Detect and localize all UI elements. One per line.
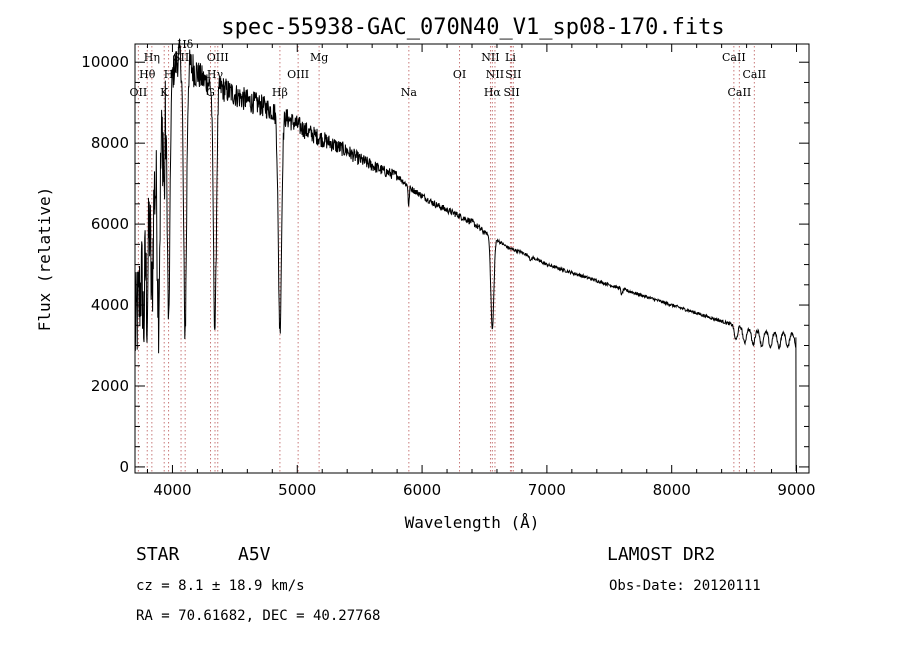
spectral-line-label: NII (481, 51, 499, 64)
spectral-line-label: CaII (742, 68, 766, 81)
x-tick-label: 4000 (153, 481, 191, 499)
spectral-line-label: CaII (728, 86, 752, 99)
y-axis-ticks: 0 2000 4000 6000 8000 10000 (81, 53, 809, 476)
plot-frame (134, 43, 810, 474)
y-axis-label: Flux (relative) (35, 187, 54, 332)
spectral-line-label: Hβ (272, 86, 288, 99)
x-axis-ticks: 4000 5000 6000 7000 8000 9000 (146, 44, 816, 499)
spectral-line-label: SII (505, 68, 521, 81)
x-tick-label: 8000 (653, 481, 691, 499)
y-tick-label: 4000 (91, 296, 129, 314)
spectral-line-label: SII (503, 86, 519, 99)
spectrum-trace (134, 38, 797, 472)
object-class: STAR (136, 544, 180, 565)
x-tick-label: 7000 (528, 481, 566, 499)
survey-name: LAMOST DR2 (607, 544, 715, 565)
spectral-line-labels: OIIHθHηKHSIIHδGHγOIIIHβOIIIMgNaOINIIHαNI… (130, 38, 767, 99)
y-tick-label: 10000 (81, 53, 129, 71)
spectral-line-label: CaII (722, 51, 746, 64)
chart-title: spec-55938-GAC_070N40_V1_sp08-170.fits (221, 15, 724, 40)
spectral-line-label: OIII (287, 68, 309, 81)
spectral-line-label: Na (401, 86, 418, 99)
spectral-line-markers (137, 46, 755, 473)
y-tick-label: 8000 (91, 134, 129, 152)
spectral-line-label: Hη (144, 51, 160, 64)
spectral-line-label: Hθ (139, 68, 156, 81)
y-tick-label: 0 (119, 458, 129, 476)
spectral-line-label: Mg (310, 51, 328, 64)
spectral-line-label: Li (505, 51, 516, 64)
y-tick-label: 2000 (91, 377, 129, 395)
x-tick-label: 6000 (403, 481, 441, 499)
spectral-line-label: K (160, 86, 169, 99)
sky-coordinates: RA = 70.61682, DEC = 40.27768 (136, 608, 380, 624)
spectral-line-label: OII (130, 86, 148, 99)
x-tick-label: 5000 (278, 481, 316, 499)
spectral-line-label: H (164, 68, 174, 81)
spectral-line-label: OI (453, 68, 466, 81)
spectral-line-label: Hα (484, 86, 502, 99)
observation-date: Obs-Date: 20120111 (609, 578, 761, 594)
x-axis-label: Wavelength (Å) (405, 513, 540, 532)
spectral-line-label: NII (486, 68, 504, 81)
y-tick-label: 6000 (91, 215, 129, 233)
spectral-line-label: OIII (207, 51, 229, 64)
object-subclass: A5V (238, 544, 271, 565)
redshift-velocity: cz = 8.1 ± 18.9 km/s (136, 578, 305, 594)
x-tick-label: 9000 (777, 481, 815, 499)
